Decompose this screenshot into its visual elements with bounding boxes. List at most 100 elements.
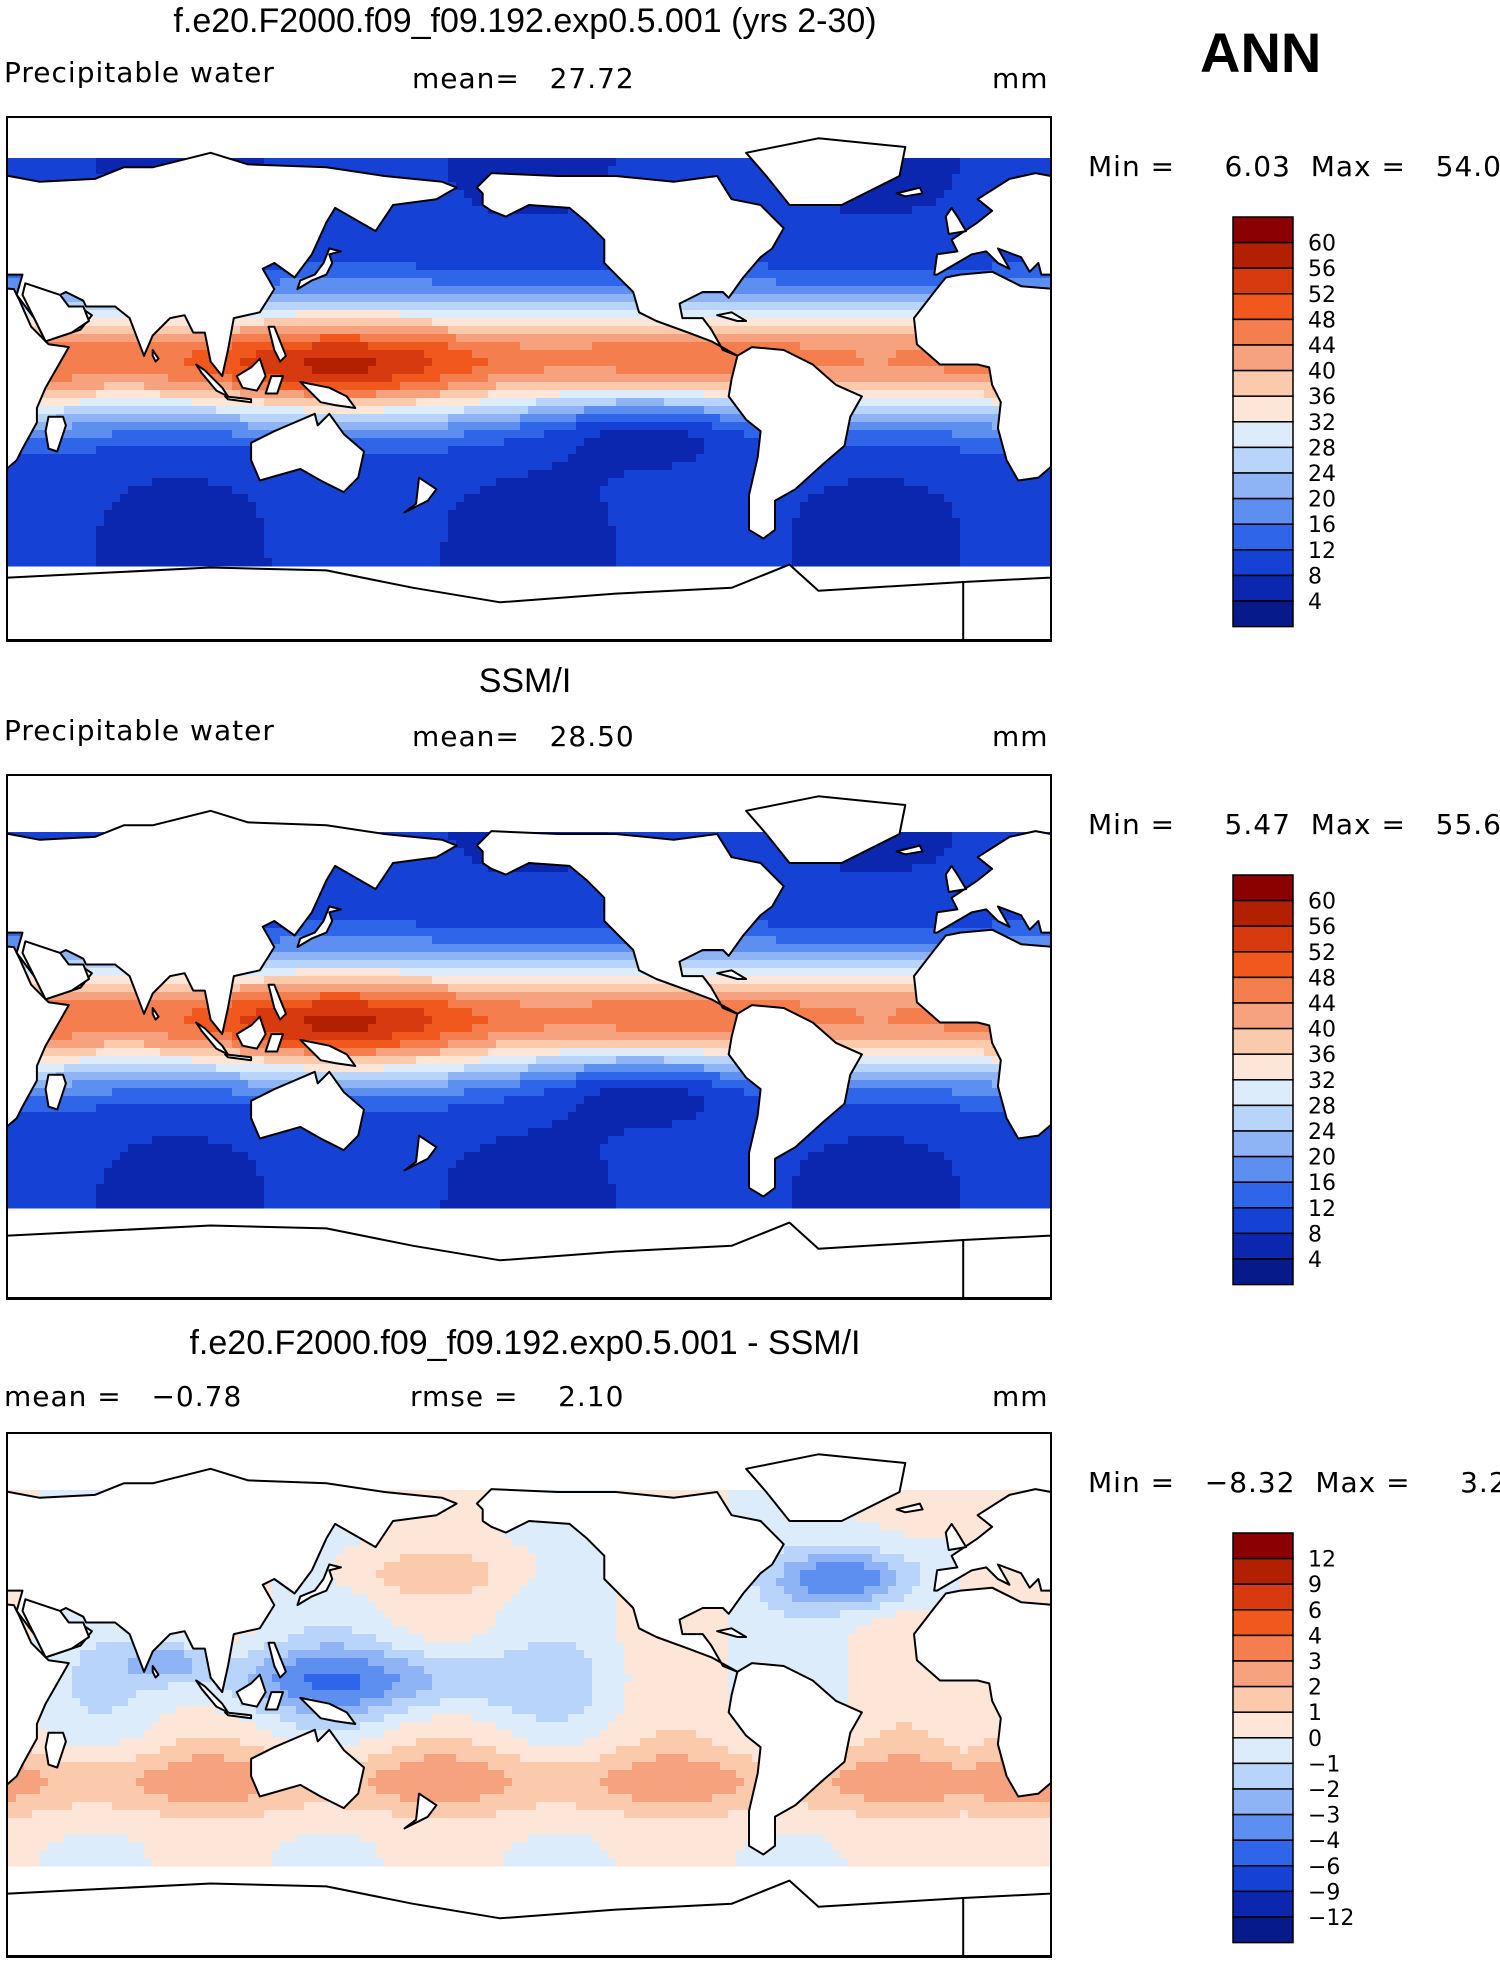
coastline bbox=[8, 809, 458, 1036]
colorbar-bin bbox=[1232, 1813, 1294, 1841]
colorbar-tick-label: 4 bbox=[1308, 590, 1322, 615]
coastline bbox=[913, 270, 1050, 482]
coastline bbox=[745, 137, 907, 206]
coastline bbox=[962, 1892, 1050, 1956]
colorbar-tick-label: 20 bbox=[1308, 1146, 1336, 1171]
colorbar-bin bbox=[1232, 497, 1294, 525]
colorbar-tick-label: 1 bbox=[1308, 1701, 1322, 1726]
colorbar-tick-label: 48 bbox=[1308, 966, 1336, 991]
colorbar-tick-label: 36 bbox=[1308, 1043, 1336, 1068]
colorbar-tick-label: 48 bbox=[1308, 308, 1336, 333]
colorbar-tick-label: 12 bbox=[1308, 539, 1336, 564]
colorbar-tick-label: −4 bbox=[1308, 1829, 1340, 1854]
coastline bbox=[21, 1598, 90, 1659]
coastline bbox=[44, 1731, 67, 1769]
coastline bbox=[716, 1627, 748, 1638]
colorbar-bin bbox=[1232, 472, 1294, 500]
coastline bbox=[475, 1488, 785, 1673]
colorbar-bin bbox=[1232, 549, 1294, 577]
map-model bbox=[6, 116, 1052, 642]
colorbar-tick-label: 40 bbox=[1308, 1018, 1336, 1043]
colorbar-tick-label: 6 bbox=[1308, 1599, 1322, 1624]
colorbar-tick-label: 28 bbox=[1308, 436, 1336, 461]
colorbar-tick-label: 20 bbox=[1308, 488, 1336, 513]
colorbar-tick-label: 52 bbox=[1308, 283, 1336, 308]
coastline bbox=[267, 325, 287, 363]
coastline bbox=[403, 476, 438, 514]
coastline bbox=[944, 1522, 968, 1551]
coastline bbox=[8, 151, 458, 378]
colorbar-tick-label: 16 bbox=[1308, 513, 1336, 538]
colorbar-tick-label: 52 bbox=[1308, 941, 1336, 966]
colorbar-tick-label: 32 bbox=[1308, 1069, 1336, 1094]
colorbar-tick-label: −12 bbox=[1308, 1906, 1354, 1931]
colorbar-bin bbox=[1232, 344, 1294, 372]
coastline bbox=[962, 576, 1050, 640]
colorbar-bin bbox=[1232, 1002, 1294, 1030]
coastline bbox=[151, 1665, 160, 1679]
colorbar-tick-label: −9 bbox=[1308, 1880, 1340, 1905]
colorbar-tick-label: 40 bbox=[1308, 360, 1336, 385]
colorbar-bin bbox=[1232, 1660, 1294, 1688]
coastline bbox=[235, 357, 267, 392]
panel-title: f.e20.F2000.f09_f09.192.exp0.5.001 (yrs … bbox=[173, 2, 877, 40]
colorbar-bin bbox=[1232, 1258, 1294, 1286]
colorbar-bin bbox=[1232, 1053, 1294, 1081]
colorbar-tick-label: 60 bbox=[1308, 232, 1336, 257]
colorbar-tick-label: 0 bbox=[1308, 1727, 1322, 1752]
coastline bbox=[716, 969, 748, 980]
colorbar-bin bbox=[1232, 446, 1294, 474]
colorbar-tick-label: 8 bbox=[1308, 564, 1322, 589]
coastline bbox=[250, 412, 365, 494]
colorbar-bin bbox=[1232, 1232, 1294, 1260]
coastline bbox=[8, 1603, 70, 1785]
coastline bbox=[944, 206, 968, 235]
min-max-label: Min = 6.03 Max = 54.05 bbox=[1088, 150, 1500, 183]
colorbar-tick-label: 4 bbox=[1308, 1624, 1322, 1649]
coastline bbox=[296, 905, 342, 949]
colorbar-bin bbox=[1232, 925, 1294, 953]
coastline bbox=[8, 1221, 1050, 1298]
colorbar-tick-label: −6 bbox=[1308, 1855, 1340, 1880]
coastline bbox=[716, 311, 748, 322]
coastline bbox=[21, 940, 90, 1001]
coastline bbox=[250, 1070, 365, 1152]
coastline bbox=[8, 563, 1050, 640]
coastline bbox=[264, 1691, 284, 1711]
colorbar-bin bbox=[1232, 1557, 1294, 1585]
colorbar-tick-label: 24 bbox=[1308, 1120, 1336, 1145]
coastline bbox=[895, 1502, 924, 1514]
colorbar-bin bbox=[1232, 369, 1294, 397]
colorbar-bin bbox=[1232, 1532, 1294, 1560]
coastline bbox=[224, 1711, 253, 1720]
colorbar-bin bbox=[1232, 293, 1294, 321]
coastline bbox=[267, 1641, 287, 1679]
colorbar-diff: 12 9 6 4 3 2 1 0 −1 −2 −3 −4 −6 −9 −12 bbox=[1232, 1532, 1402, 1950]
coastline bbox=[475, 172, 785, 357]
coastline bbox=[727, 1662, 863, 1856]
coastline bbox=[745, 795, 907, 864]
colorbar-bin bbox=[1232, 976, 1294, 1004]
units-label: mm bbox=[992, 62, 1049, 95]
colorbar-bin bbox=[1232, 395, 1294, 423]
coastline bbox=[299, 1038, 357, 1067]
colorbar-bin bbox=[1232, 1609, 1294, 1637]
colorbar-bin bbox=[1232, 216, 1294, 244]
colorbar-bin bbox=[1232, 421, 1294, 449]
coastline bbox=[745, 1453, 907, 1522]
colorbar-tick-label: 44 bbox=[1308, 334, 1336, 359]
coastline bbox=[8, 1879, 1050, 1956]
coastline bbox=[235, 1673, 267, 1708]
coastline bbox=[224, 395, 253, 404]
coastline bbox=[8, 945, 70, 1127]
colorbar-tick-label: −2 bbox=[1308, 1778, 1340, 1803]
colorbar-bin bbox=[1232, 1634, 1294, 1662]
panel-title: f.e20.F2000.f09_f09.192.exp0.5.001 - SSM… bbox=[189, 1324, 861, 1362]
colorbar-tick-label: 2 bbox=[1308, 1676, 1322, 1701]
coastline bbox=[299, 380, 357, 409]
coastline bbox=[727, 346, 863, 540]
colorbar-bin bbox=[1232, 1711, 1294, 1739]
min-max-label: Min = −8.32 Max = 3.24 bbox=[1088, 1466, 1500, 1499]
mean-label: mean= 27.72 bbox=[412, 62, 635, 95]
colorbar-tick-label: 9 bbox=[1308, 1573, 1322, 1598]
